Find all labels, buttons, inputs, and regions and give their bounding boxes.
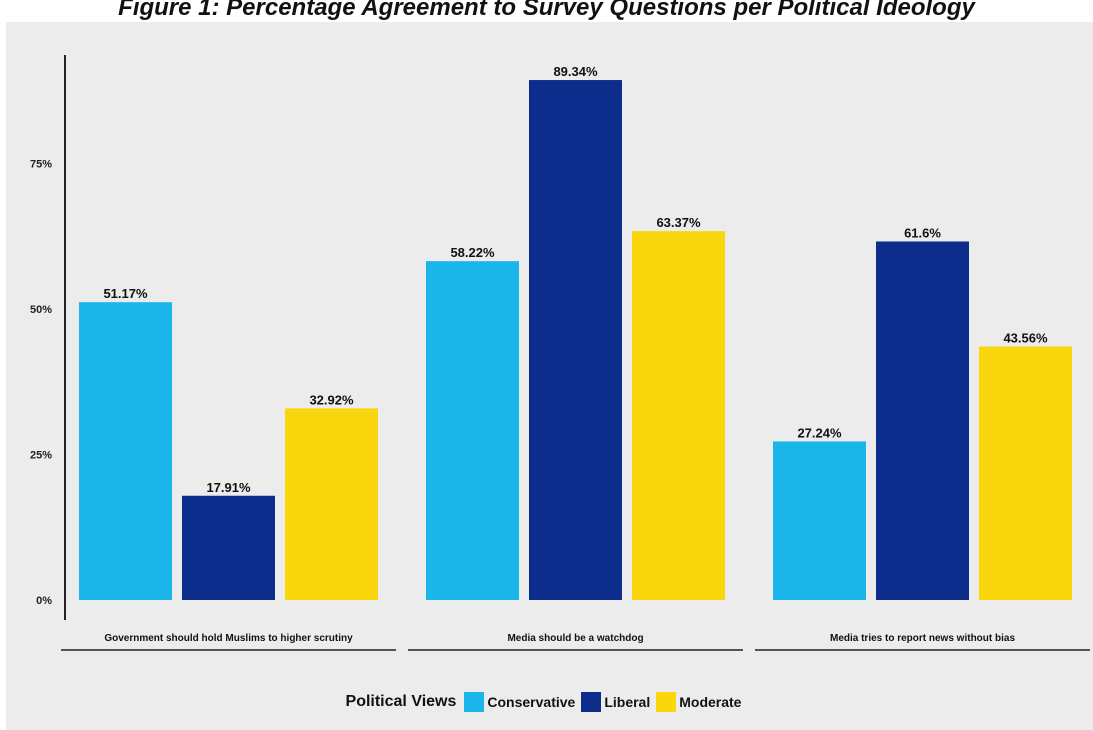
y-tick-label: 75% — [30, 159, 52, 171]
chart-title: Figure 1: Percentage Agreement to Survey… — [118, 0, 975, 21]
bar-liberal-2 — [876, 241, 969, 600]
data-label: 27.24% — [797, 425, 842, 440]
bar-conservative-2 — [773, 441, 866, 600]
category-label: Media should be a watchdog — [507, 633, 643, 644]
legend-item-liberal: Liberal — [581, 692, 650, 712]
legend-label-liberal: Liberal — [604, 694, 651, 710]
legend-label-moderate: Moderate — [679, 694, 742, 710]
data-label: 61.6% — [904, 225, 941, 240]
y-tick-label: 50% — [30, 304, 52, 316]
legend-item-conservative: Conservative — [464, 692, 575, 712]
data-label: 51.17% — [103, 286, 148, 301]
data-label: 89.34% — [553, 64, 598, 79]
bar-conservative-1 — [426, 261, 519, 600]
bar-liberal-1 — [529, 80, 622, 600]
category-label: Media tries to report news without bias — [830, 633, 1015, 644]
bar-moderate-2 — [979, 346, 1072, 600]
y-tick-label: 0% — [36, 595, 52, 607]
legend-label-conservative: Conservative — [487, 694, 576, 710]
bar-moderate-0 — [285, 408, 378, 600]
legend-swatch-conservative — [464, 692, 485, 712]
data-label: 63.37% — [656, 215, 701, 230]
y-tick-label: 25% — [30, 450, 52, 462]
bar-moderate-1 — [632, 231, 725, 601]
data-label: 43.56% — [1003, 330, 1048, 345]
category-label: Government should hold Muslims to higher… — [104, 633, 353, 644]
data-label: 32.92% — [309, 392, 354, 407]
data-label: 58.22% — [450, 245, 495, 260]
legend: Political Views Conservative Liberal Mod… — [0, 692, 1093, 712]
legend-swatch-moderate — [656, 692, 677, 712]
legend-item-moderate: Moderate — [656, 692, 741, 712]
legend-title: Political Views — [345, 693, 457, 710]
legend-swatch-liberal — [581, 692, 602, 712]
bar-conservative-0 — [79, 302, 172, 600]
bar-liberal-0 — [182, 495, 275, 600]
data-label: 17.91% — [206, 480, 251, 495]
